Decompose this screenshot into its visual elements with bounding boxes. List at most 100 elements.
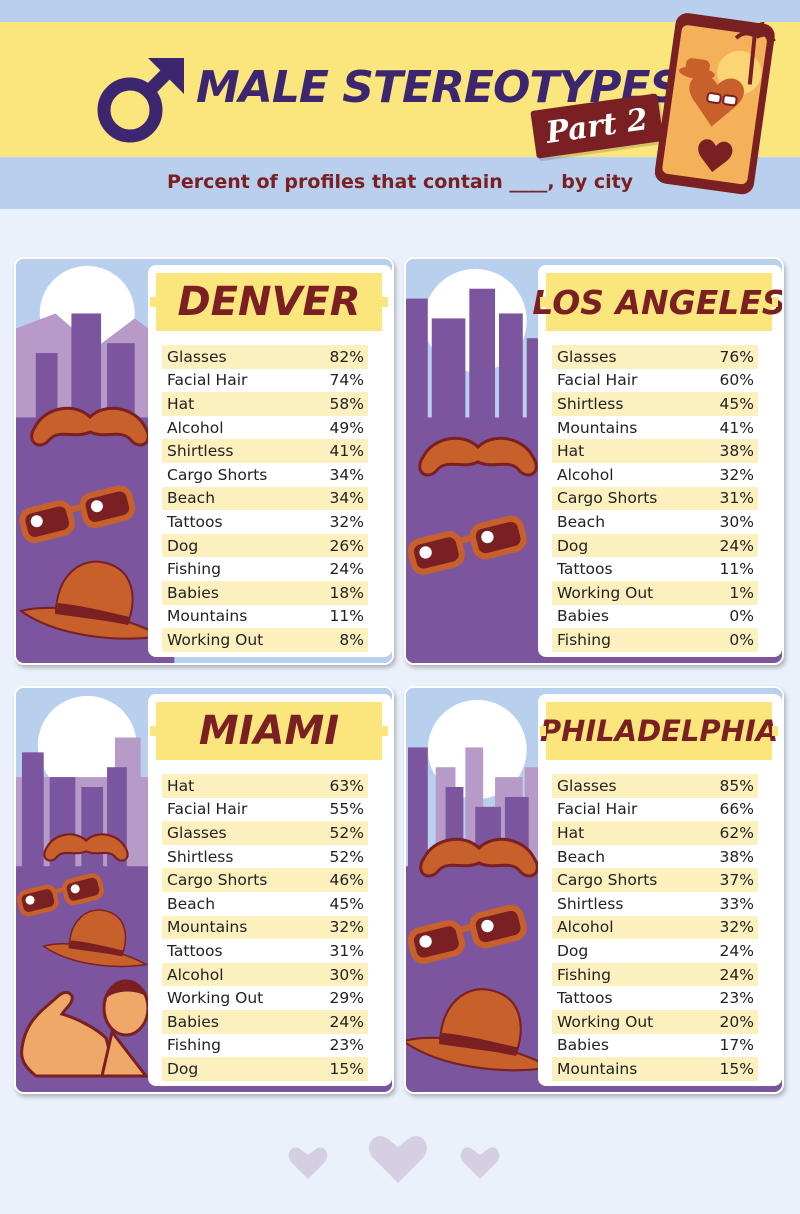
stat-value: 52%: [329, 847, 364, 866]
stat-row: Alcohol 49%: [162, 415, 368, 440]
stat-value: 46%: [329, 871, 364, 890]
stat-value: 0%: [729, 607, 754, 626]
stat-row: Working Out 8%: [162, 628, 368, 652]
stat-row: Fishing 24%: [162, 557, 368, 581]
stat-label: Shirtless: [167, 442, 234, 461]
stat-value: 85%: [719, 776, 754, 795]
stat-value: 20%: [719, 1012, 754, 1031]
stat-value: 82%: [329, 347, 364, 366]
heart-icon: [369, 1136, 427, 1183]
stat-label: Facial Hair: [167, 800, 248, 819]
stat-row: Mountains 11%: [162, 604, 368, 629]
stat-row: Fishing 23%: [162, 1033, 368, 1058]
stat-row: Cargo Shorts 37%: [552, 868, 758, 892]
city-panel-los-angeles: LOS ANGELES Glasses 76% Facial Hair 60% Shir…: [404, 257, 784, 665]
stat-row: Facial Hair 66%: [552, 797, 758, 822]
stat-label: Hat: [167, 776, 195, 795]
stat-value: 17%: [719, 1036, 754, 1055]
stat-label: Facial Hair: [557, 800, 638, 819]
stat-label: Dog: [557, 941, 589, 960]
heart-icon: [288, 1147, 328, 1179]
stat-row: Working Out 20%: [552, 1009, 758, 1034]
stat-value: 18%: [329, 583, 364, 602]
hearts-decoration: [288, 1136, 500, 1183]
stat-row: Dog 15%: [162, 1057, 368, 1081]
stat-row: Glasses 82%: [162, 345, 368, 369]
city-banner: PHILADELPHIA: [540, 702, 778, 760]
stat-label: Babies: [557, 1036, 609, 1055]
heart-icon: [460, 1147, 500, 1179]
flexing-man-icon: [20, 979, 150, 1078]
stat-row: Dog 24%: [552, 533, 758, 558]
sunglasses-icon: [19, 485, 136, 543]
sunglasses-icon: [407, 904, 527, 964]
stat-label: Fishing: [167, 1036, 221, 1055]
stat-row: Shirtless 41%: [162, 439, 368, 463]
city-banner: MIAMI: [150, 702, 388, 760]
stat-value: 32%: [329, 918, 364, 937]
stat-value: 60%: [719, 371, 754, 390]
stat-row: Working Out 1%: [552, 580, 758, 605]
stat-label: Shirtless: [557, 394, 624, 413]
phone-dating-app-icon: [655, 13, 776, 195]
stat-value: 32%: [719, 918, 754, 937]
stat-value: 33%: [719, 894, 754, 913]
stat-row: Cargo Shorts 34%: [162, 462, 368, 487]
city-name: LOS ANGELES: [532, 282, 784, 322]
stat-value: 66%: [719, 800, 754, 819]
stat-value: 62%: [719, 823, 754, 842]
stat-value: 15%: [329, 1059, 364, 1078]
stat-label: Beach: [167, 894, 216, 913]
sunglasses-icon: [17, 873, 104, 917]
fedora-hat-icon: [406, 988, 554, 1072]
page-subtitle: Percent of profiles that contain ____, b…: [166, 171, 634, 193]
stat-value: 32%: [719, 465, 754, 484]
stat-value: 15%: [719, 1059, 754, 1078]
stat-value: 11%: [719, 560, 754, 579]
stat-label: Mountains: [557, 418, 638, 437]
stat-value: 55%: [329, 800, 364, 819]
stat-row: Babies 17%: [552, 1033, 758, 1058]
stats-list: Glasses 76% Facial Hair 60% Shirtless 45% Moun…: [552, 345, 758, 652]
stat-value: 24%: [719, 941, 754, 960]
stat-label: Working Out: [557, 1012, 654, 1031]
stat-value: 45%: [329, 894, 364, 913]
stat-label: Alcohol: [167, 965, 224, 984]
stat-label: Glasses: [557, 347, 617, 366]
male-symbol-icon: [97, 58, 184, 143]
stat-value: 38%: [719, 847, 754, 866]
stat-value: 24%: [329, 560, 364, 579]
fedora-hat-icon: [18, 560, 164, 640]
stat-row: Shirtless 52%: [162, 844, 368, 869]
stat-label: Fishing: [557, 630, 611, 649]
stat-label: Cargo Shorts: [557, 489, 658, 508]
stat-row: Dog 26%: [162, 533, 368, 558]
city-name: MIAMI: [198, 708, 340, 754]
stat-value: 29%: [329, 989, 364, 1008]
stat-row: Fishing 24%: [552, 962, 758, 987]
city-name: DENVER: [177, 279, 361, 325]
stat-value: 30%: [719, 512, 754, 531]
stat-row: Alcohol 30%: [162, 962, 368, 987]
stat-value: 38%: [719, 442, 754, 461]
stat-label: Beach: [557, 847, 606, 866]
stat-label: Tattoos: [557, 989, 613, 1008]
stat-row: Babies 18%: [162, 580, 368, 605]
stat-label: Glasses: [167, 823, 227, 842]
stat-row: Tattoos 32%: [162, 510, 368, 534]
stat-value: 24%: [719, 965, 754, 984]
stat-value: 1%: [729, 583, 754, 602]
stat-value: 31%: [329, 941, 364, 960]
stats-list: Hat 63% Facial Hair 55% Glasses 52% Shirtless 5…: [162, 774, 368, 1081]
stat-label: Tattoos: [167, 512, 223, 531]
city-panel-miami: MIAMI Hat 63% Facial Hair 55% Glasses 52% Shir…: [14, 686, 394, 1094]
fedora-hat-icon: [42, 909, 149, 968]
stat-row: Shirtless 33%: [552, 891, 758, 916]
stat-row: Alcohol 32%: [552, 462, 758, 487]
stat-label: Alcohol: [557, 465, 614, 484]
stat-row: Cargo Shorts 46%: [162, 868, 368, 892]
stat-value: 34%: [329, 489, 364, 508]
mustache-icon: [419, 837, 539, 878]
stat-value: 63%: [329, 776, 364, 795]
stat-label: Dog: [167, 536, 199, 555]
